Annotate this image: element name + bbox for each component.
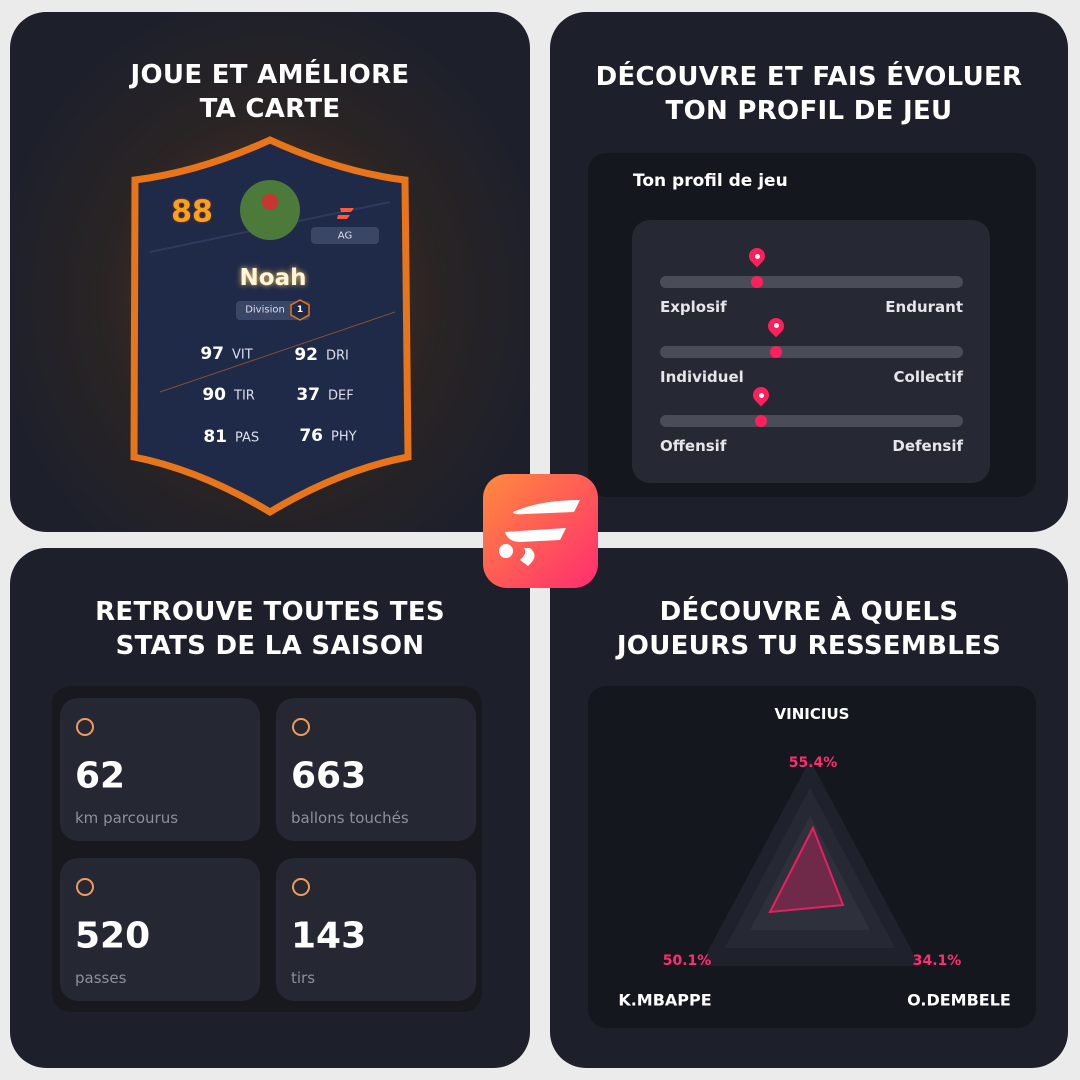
panel-title: DÉCOUVRE ET FAIS ÉVOLUER xyxy=(595,62,1023,92)
division: 1 xyxy=(296,305,304,315)
stat-tile xyxy=(276,698,476,841)
profile-heading: Ton profil de jeu xyxy=(633,171,788,191)
stat-tile xyxy=(60,858,260,1001)
slider-right-label: Collectif xyxy=(893,367,964,386)
player-share: 34.1% xyxy=(912,953,962,969)
slider-thumb xyxy=(755,415,767,427)
player-share: 55.4% xyxy=(788,755,838,771)
panel-title: DÉCOUVRE À QUELS xyxy=(659,597,959,627)
panel-title: RETROUVE TOUTES TES xyxy=(95,597,445,627)
panel-title: JOUEURS TU RESSEMBLES xyxy=(616,631,1002,661)
stat-value: 62 xyxy=(75,755,126,797)
stat-label: PHY xyxy=(331,429,357,445)
stats-panel: RETROUVE TOUTES TES STATS DE LA SAISON 6… xyxy=(10,548,530,1068)
card-panel: JOUE ET AMÉLIORE TA CARTE 88 AG Noah Div… xyxy=(10,12,530,532)
radar-shape xyxy=(768,825,845,914)
stat-label: PAS xyxy=(235,430,260,446)
slider-thumb xyxy=(770,345,782,358)
stat-label: DRI xyxy=(326,348,349,364)
slider-pin-dot xyxy=(758,392,764,398)
stat-label: km parcourus xyxy=(75,809,179,827)
radar-ring xyxy=(750,816,870,930)
stat-tile xyxy=(60,698,260,841)
brand-icon xyxy=(337,208,354,219)
stat-icon xyxy=(76,718,94,736)
slider-track xyxy=(660,415,963,427)
slider-right-label: Defensif xyxy=(892,437,963,455)
division-label: Division xyxy=(245,304,285,316)
stat-value: 76 xyxy=(299,426,323,446)
stat-label: VIT xyxy=(232,347,253,363)
slider-track xyxy=(660,345,963,358)
slider-left-label: Individuel xyxy=(660,367,744,386)
player-name: O.DEMBELE xyxy=(907,990,1011,1010)
position: AG xyxy=(337,230,353,242)
stat-label: tirs xyxy=(291,969,316,987)
player-name: VINICIUS xyxy=(774,705,850,723)
slider-pin-dot xyxy=(754,253,760,259)
stat-label: passes xyxy=(75,969,127,987)
stat-label: ballons touchés xyxy=(291,809,409,827)
stat-value: 81 xyxy=(203,427,227,447)
player-name: Noah xyxy=(239,265,307,291)
profile-panel: DÉCOUVRE ET FAIS ÉVOLUER TON PROFIL DE J… xyxy=(550,12,1068,532)
card-line xyxy=(159,311,396,393)
player-share: 50.1% xyxy=(662,953,712,969)
similar-panel: DÉCOUVRE À QUELS JOUEURS TU RESSEMBLES V… xyxy=(550,548,1068,1068)
stat-icon xyxy=(292,878,310,896)
slider-left-label: Offensif xyxy=(660,437,727,455)
slider-left-label: Explosif xyxy=(660,298,727,316)
panel-title: TA CARTE xyxy=(199,94,341,124)
stat-label: DEF xyxy=(328,388,354,404)
stat-value: 90 xyxy=(202,385,226,405)
stat-value: 97 xyxy=(200,344,224,364)
stat-value: 663 xyxy=(291,755,367,797)
panel-title: JOUE ET AMÉLIORE xyxy=(130,60,410,90)
stat-icon xyxy=(76,878,94,896)
panel-title: TON PROFIL DE JEU xyxy=(665,96,953,126)
stat-value: 520 xyxy=(75,915,151,957)
slider-thumb xyxy=(751,276,763,288)
radar xyxy=(700,760,920,966)
stat-value: 37 xyxy=(296,385,320,405)
stat-value: 92 xyxy=(294,345,318,365)
player-photo xyxy=(262,194,278,210)
panel-title: STATS DE LA SAISON xyxy=(115,631,425,661)
division-icon xyxy=(290,299,310,321)
stat-icon xyxy=(292,718,310,736)
rating: 88 xyxy=(171,194,213,230)
player-name: K.MBAPPE xyxy=(618,990,712,1010)
card-shape xyxy=(130,136,412,517)
position-badge xyxy=(311,227,379,244)
slider-pin-dot xyxy=(773,323,779,328)
stat-label: TIR xyxy=(234,388,255,404)
stat-value: 143 xyxy=(291,915,367,957)
slider-right-label: Endurant xyxy=(885,298,963,316)
slider-track xyxy=(660,276,963,288)
stat-tile xyxy=(276,858,476,1001)
